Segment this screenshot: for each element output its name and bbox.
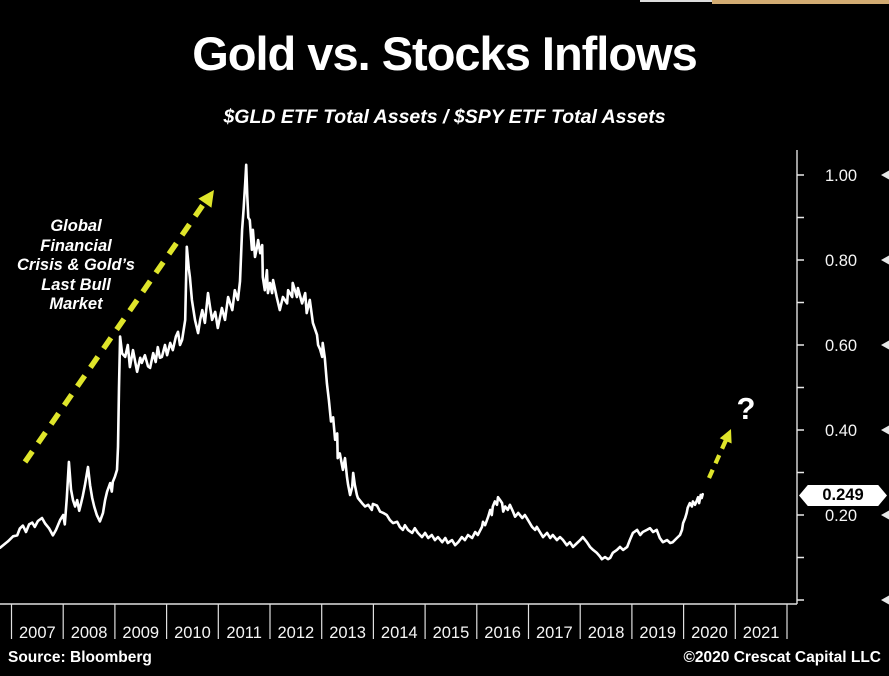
year-label: 2009 bbox=[122, 624, 159, 642]
gfc-annotation-line: Financial bbox=[40, 236, 112, 255]
gfc-arrow-head bbox=[198, 190, 214, 208]
y-axis-label: 0.80 bbox=[825, 252, 857, 270]
right-edge-tick-marker bbox=[881, 255, 889, 265]
gfc-annotation-line: Crisis & Gold’s bbox=[17, 256, 135, 275]
copyright-credit: ©2020 Crescat Capital LLC bbox=[683, 649, 882, 666]
y-axis-label: 1.00 bbox=[825, 167, 857, 185]
year-label: 2021 bbox=[743, 624, 780, 642]
year-label: 2010 bbox=[174, 624, 211, 642]
right-edge-tick-marker bbox=[881, 425, 889, 435]
year-label: 2018 bbox=[588, 624, 625, 642]
right-edge-tick-marker bbox=[881, 340, 889, 350]
y-axis-label: 0.40 bbox=[825, 422, 857, 440]
y-axis-label: 0.60 bbox=[825, 337, 857, 355]
chart-title: Gold vs. Stocks Inflows bbox=[192, 27, 698, 80]
top-edge-artifact-tan bbox=[712, 0, 889, 4]
top-edge-artifact-white bbox=[640, 0, 712, 2]
year-label: 2016 bbox=[484, 624, 521, 642]
source-credit: Source: Bloomberg bbox=[8, 649, 152, 666]
last-value-tag: 0.249 bbox=[799, 485, 887, 506]
right-edge-tick-marker bbox=[881, 510, 889, 520]
gfc-annotation-line: Market bbox=[49, 295, 103, 314]
year-label: 2017 bbox=[536, 624, 573, 642]
gfc-annotation: Global Financial Crisis & Gold’s Last Bull M… bbox=[8, 217, 144, 315]
right-edge-tick-marker bbox=[881, 595, 889, 605]
y-axis-label: 0.20 bbox=[825, 507, 857, 525]
year-label: 2014 bbox=[381, 624, 418, 642]
year-label: 2013 bbox=[329, 624, 366, 642]
year-label: 2008 bbox=[71, 624, 108, 642]
projection-arrow-head bbox=[719, 429, 732, 444]
year-label: 2015 bbox=[433, 624, 470, 642]
series-line-gld-spy-ratio bbox=[0, 163, 705, 561]
chart-subtitle: $GLD ETF Total Assets / $SPY ETF Total A… bbox=[223, 106, 666, 128]
year-label: 2012 bbox=[277, 624, 314, 642]
gfc-annotation-line: Last Bull bbox=[41, 275, 111, 294]
year-label: 2020 bbox=[691, 624, 728, 642]
year-label: 2011 bbox=[226, 624, 261, 642]
right-edge-tick-marker bbox=[881, 170, 889, 180]
gfc-annotation-line: Global bbox=[50, 217, 102, 235]
projection-arrow-shaft bbox=[707, 439, 728, 479]
projection-question-mark: ? bbox=[736, 391, 756, 426]
year-label: 2007 bbox=[19, 624, 56, 642]
gfc-arrow-shaft bbox=[22, 197, 210, 464]
year-label: 2019 bbox=[639, 624, 676, 642]
